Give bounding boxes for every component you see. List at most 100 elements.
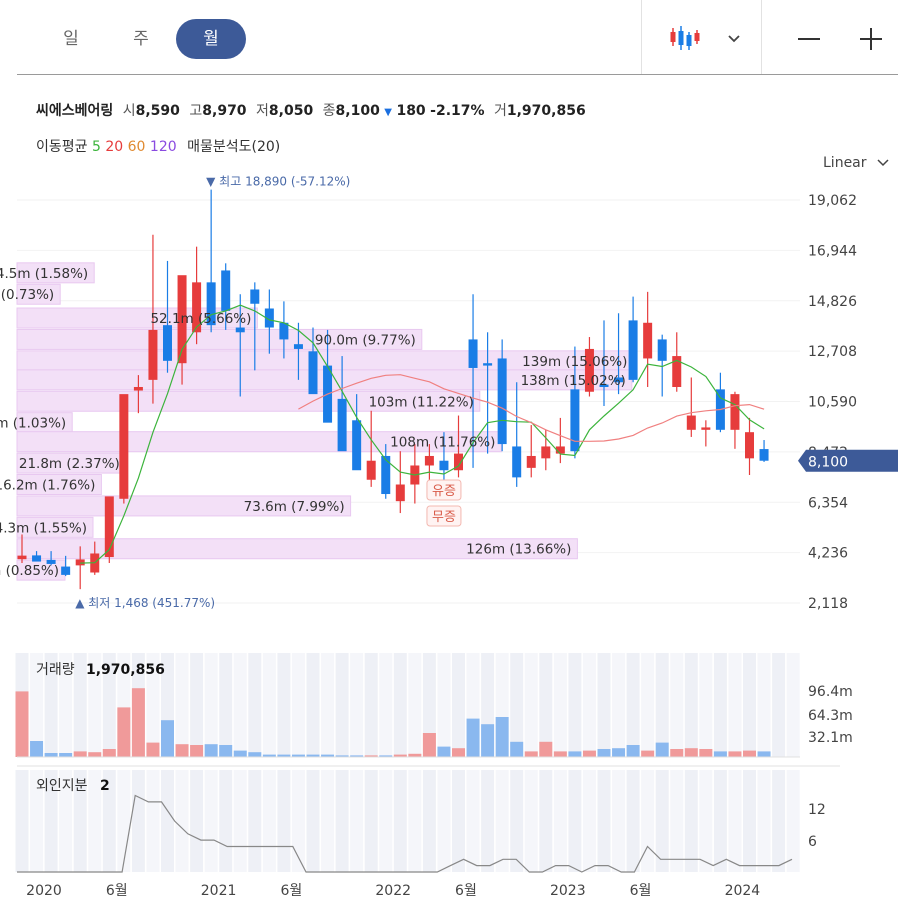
foreign-bg-stripe [364,770,378,872]
volume-bar [44,753,58,757]
volume-bg-stripe [102,653,116,757]
volume-bg-stripe [219,653,233,757]
volume-bar [670,749,684,757]
indicator-legend[interactable]: 이동평균 5 20 60 120 매물분석도(20) [36,136,280,156]
price-tick-label: 19,062 [808,193,857,209]
volume-bg-stripe [582,653,596,757]
event-badge-label: 무증 [432,510,456,525]
scale-selector[interactable]: Linear [823,155,889,171]
foreign-bg-stripe [233,770,247,872]
price-summary: 씨에스베어링 시8,590 고8,970 저8,050 종8,100 ▼ 180… [36,100,586,120]
candle-body [381,455,391,495]
scale-label: Linear [823,155,867,171]
volume-bg-stripe [670,653,684,757]
volume-bar [161,720,174,757]
volume-bar [88,752,102,757]
foreign-bg-stripe [379,770,393,872]
volume-profile-label: 73.6m (7.99%) [244,499,345,515]
foreign-bg-stripe [321,770,335,872]
foreign-bg-stripe [466,770,480,872]
foreign-bg-stripe [393,770,407,872]
foreign-bg-stripe [44,770,58,872]
volume-bg-stripe [44,653,58,757]
candle-body [46,559,56,564]
tab-daily[interactable]: 일 [63,29,79,49]
volume-bg-stripe [655,653,669,757]
ma60-label: 60 [127,139,146,155]
foreign-bg-stripe [786,770,800,872]
ma20-line [298,374,765,442]
chevron-down-icon [877,159,889,167]
volume-value: 1,970,856 [506,103,586,119]
volume-bar [452,748,465,757]
candle-body [32,555,42,562]
foreign-bg-stripe [728,770,742,872]
min-price-annotation: ▲ 최저 1,468 (451.77%) [75,596,215,610]
foreign-bg-stripe [291,770,305,872]
candle-body [628,320,638,380]
volume-profile-label: 9.46m (1.03%) [0,416,66,432]
ma20-label: 20 [105,139,124,155]
candle-body [337,398,347,452]
tab-weekly[interactable]: 주 [133,29,149,49]
volume-bg-stripe [786,653,800,757]
minus-icon[interactable] [789,19,829,59]
foreign-bg-stripe [175,770,189,872]
x-axis-label: 2021 [201,883,237,899]
candle-body [730,394,740,430]
volume-bar [597,749,611,757]
chevron-down-icon[interactable] [719,19,749,59]
candle-body [352,420,362,471]
candle-body [541,446,551,459]
candle-body [119,394,129,499]
price-tick-label: 12,708 [808,344,857,360]
ma-label: 이동평균 [36,139,88,155]
volume-bg-stripe [699,653,713,757]
low-value: 8,050 [268,103,314,119]
volume-bg-stripe [772,653,786,757]
last-price-label: 8,100 [808,455,848,471]
candle-body [599,384,609,387]
candle-body [61,566,71,575]
foreign-bg-stripe [350,770,364,872]
volume-bar [655,742,669,757]
x-axis-label: 6월 [455,883,477,899]
candle-body [424,455,434,466]
volume-bg-stripe [437,653,451,757]
tab-monthly[interactable]: 월 [176,19,246,59]
volume-bar [495,717,509,757]
foreign-bg-stripe [510,770,524,872]
volume-bar [684,748,698,757]
volume-bar [335,755,349,757]
close-value: 8,100 [335,103,380,119]
volume-bg-stripe [524,653,538,757]
down-arrow-icon: ▼ [384,107,392,118]
volume-bg-stripe [539,653,553,757]
plus-icon[interactable] [851,19,891,59]
foreign-bg-stripe [626,770,640,872]
volume-profile-bar [16,495,352,517]
foreign-bg-stripe [88,770,102,872]
candle-body [177,275,187,364]
volume-profile-label: 7.85m (0.85%) [0,563,59,579]
foreign-bg-stripe [131,770,145,872]
candlestick-icon[interactable] [665,19,705,59]
foreign-bg-stripe [743,770,756,872]
candle-body [701,427,711,430]
candle-body [439,460,449,471]
candle-body [614,377,624,383]
candle-body [279,322,289,340]
volume-bar [219,745,233,757]
foreign-bg-stripe [597,770,611,872]
volume-bar [408,753,422,757]
candle-body [17,555,27,560]
volume-profile-bar [16,474,102,496]
volume-bar [364,755,378,757]
candle-body [163,325,172,361]
foreign-bg-stripe [161,770,174,872]
candle-body [75,559,85,566]
event-badge [426,505,462,527]
max-price-annotation: ▼ 최고 18,890 (-57.12%) [206,175,350,189]
volume-bg-stripe [146,653,160,757]
